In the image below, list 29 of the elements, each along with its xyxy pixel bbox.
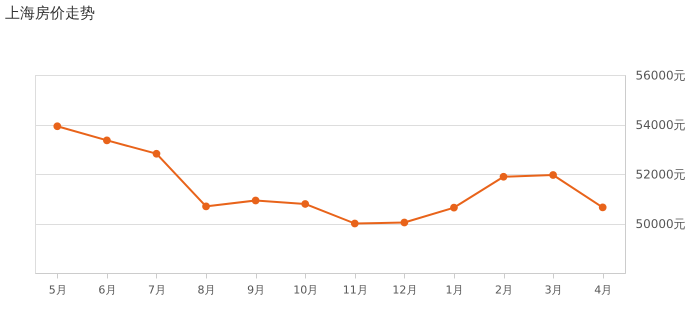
x-tick-label: 2月 [495,284,514,296]
x-tick-label: 7月 [148,284,166,296]
point [450,204,458,212]
x-tick-label: 10月 [293,284,318,296]
x-tick-label: 9月 [247,284,266,296]
point [301,200,310,208]
x-tick-label: 3月 [544,284,563,296]
y-tick-label: 52000元 [636,168,686,182]
point [549,171,557,179]
x-tick-label: 6月 [98,284,116,296]
y-tick-label: 56000元 [636,68,686,82]
point [103,136,111,144]
y-tick-label: 54000元 [636,118,686,132]
x-tick-label: 12月 [392,284,418,296]
point [400,218,408,226]
chart-title: 上海房价走势 [5,4,95,22]
point [598,204,607,212]
point [202,202,210,210]
x-tick-label: 4月 [594,284,612,296]
point [252,196,260,204]
x-tick-label: 11月 [342,284,368,296]
x-tick-label: 5月 [48,284,67,296]
x-tick-label: 8月 [198,284,216,296]
point [350,220,359,228]
point [500,172,508,181]
y-tick-label: 50000元 [636,217,686,231]
point [152,150,160,158]
x-tick-label: 1月 [445,284,464,296]
point [53,122,62,130]
